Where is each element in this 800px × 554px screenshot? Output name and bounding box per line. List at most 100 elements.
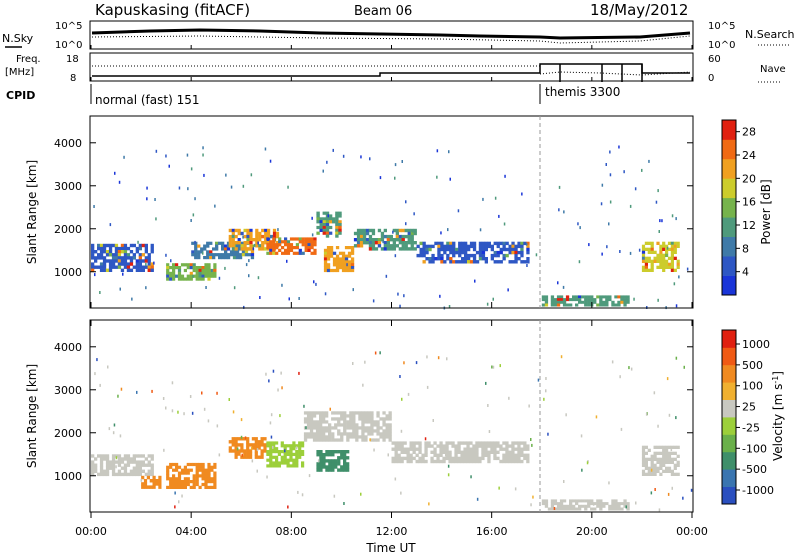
heatmap-cell [502, 447, 506, 451]
heatmap-cell [292, 441, 296, 445]
heatmap-cell [322, 414, 326, 418]
heatmap-cell [186, 277, 190, 281]
heatmap-cell [514, 247, 518, 252]
heatmap-cell [415, 447, 419, 451]
heatmap-cell [328, 429, 332, 433]
heatmap-cell [359, 244, 364, 248]
heatmap-cell [647, 472, 651, 476]
heatmap-cell [641, 457, 646, 461]
heatmap-cell [556, 300, 561, 304]
echo-speck [638, 248, 641, 252]
heatmap-cell [415, 459, 419, 464]
heatmap-cell [493, 253, 497, 258]
heatmap-cell [617, 303, 621, 307]
heatmap-cell [487, 450, 491, 454]
heatmap-cell [460, 456, 464, 461]
heatmap-cell [673, 457, 677, 461]
heatmap-cell [334, 426, 338, 430]
heatmap-cell [129, 262, 134, 266]
heatmap-cell [198, 485, 202, 489]
heatmap-cell [437, 244, 441, 249]
heatmap-cell [364, 420, 368, 424]
heatmap-cell [132, 457, 136, 461]
heatmap-cell [237, 231, 241, 236]
echo-speck [405, 222, 407, 226]
heatmap-cell [175, 462, 179, 467]
heatmap-cell [123, 472, 128, 477]
heatmap-cell [108, 268, 113, 272]
heatmap-cell [91, 466, 95, 470]
freq-tick-low: 8 [70, 73, 76, 84]
heatmap-cell [394, 447, 398, 451]
heatmap-cell [467, 260, 471, 264]
heatmap-cell [331, 465, 335, 469]
heatmap-cell [241, 253, 246, 257]
heatmap-cell [295, 243, 299, 247]
heatmap-cell [141, 259, 145, 263]
heatmap-cell [395, 234, 399, 239]
time-tick-label: 12:00 [376, 525, 408, 538]
heatmap-cell [458, 260, 462, 264]
heatmap-cell [325, 459, 329, 463]
heatmap-cell [407, 238, 411, 242]
heatmap-cell [195, 266, 199, 270]
heatmap-cell [150, 243, 154, 248]
heatmap-cell [286, 240, 291, 244]
echo-speck [233, 286, 236, 290]
heatmap-cell [255, 244, 259, 248]
heatmap-cell [186, 468, 190, 472]
heatmap-cell [231, 247, 235, 251]
heatmap-cell [460, 450, 464, 454]
heatmap-cell [505, 456, 509, 461]
heatmap-cell [289, 444, 293, 448]
heatmap-cell [562, 504, 567, 508]
heatmap-cell [99, 466, 104, 470]
echo-speck [526, 264, 528, 267]
echo-speck [543, 397, 545, 401]
heatmap-cell [370, 429, 374, 433]
heatmap-cell [197, 250, 201, 254]
heatmap-cell [263, 443, 267, 447]
heatmap-cell [326, 257, 331, 261]
echo-speck [277, 388, 279, 392]
nsearch-tick-high: 10^5 [708, 21, 735, 32]
heatmap-cell [204, 480, 208, 484]
heatmap-cell [337, 468, 341, 472]
heatmap-cell [315, 420, 320, 424]
heatmap-cell [667, 469, 672, 473]
heatmap-cell [261, 244, 265, 248]
heatmap-cell [166, 474, 170, 478]
heatmap-cell [111, 256, 116, 260]
heatmap-cell [209, 253, 213, 257]
heatmap-segment [228, 228, 280, 251]
heatmap-cell [201, 465, 205, 469]
heatmap-cell [298, 455, 302, 459]
heatmap-cell [508, 244, 512, 249]
heatmap-cell [135, 268, 139, 272]
heatmap-cell [442, 456, 446, 461]
heatmap-cell [250, 256, 255, 260]
heatmap-cell [670, 268, 674, 272]
heatmap-cell [641, 268, 646, 272]
heatmap-cell [286, 251, 291, 255]
time-tick-label: 00:00 [676, 525, 708, 538]
heatmap-cell [397, 453, 401, 457]
heatmap-cell [620, 295, 624, 299]
heatmap-cell [623, 295, 627, 299]
heatmap-cell [126, 457, 131, 461]
heatmap-cell [243, 247, 247, 251]
echo-speck [364, 360, 366, 364]
heatmap-cell [665, 244, 669, 248]
heatmap-cell [280, 444, 284, 448]
heatmap-cell [138, 466, 142, 470]
heatmap-cell [493, 447, 497, 451]
heatmap-cell [99, 246, 104, 251]
heatmap-cell [520, 441, 524, 445]
heatmap-cell [481, 444, 485, 448]
heatmap-cell [349, 420, 353, 424]
heatmap-cell [328, 432, 332, 436]
heatmap-cell [472, 450, 476, 454]
heatmap-cell [277, 452, 281, 456]
heatmap-cell [120, 460, 125, 464]
